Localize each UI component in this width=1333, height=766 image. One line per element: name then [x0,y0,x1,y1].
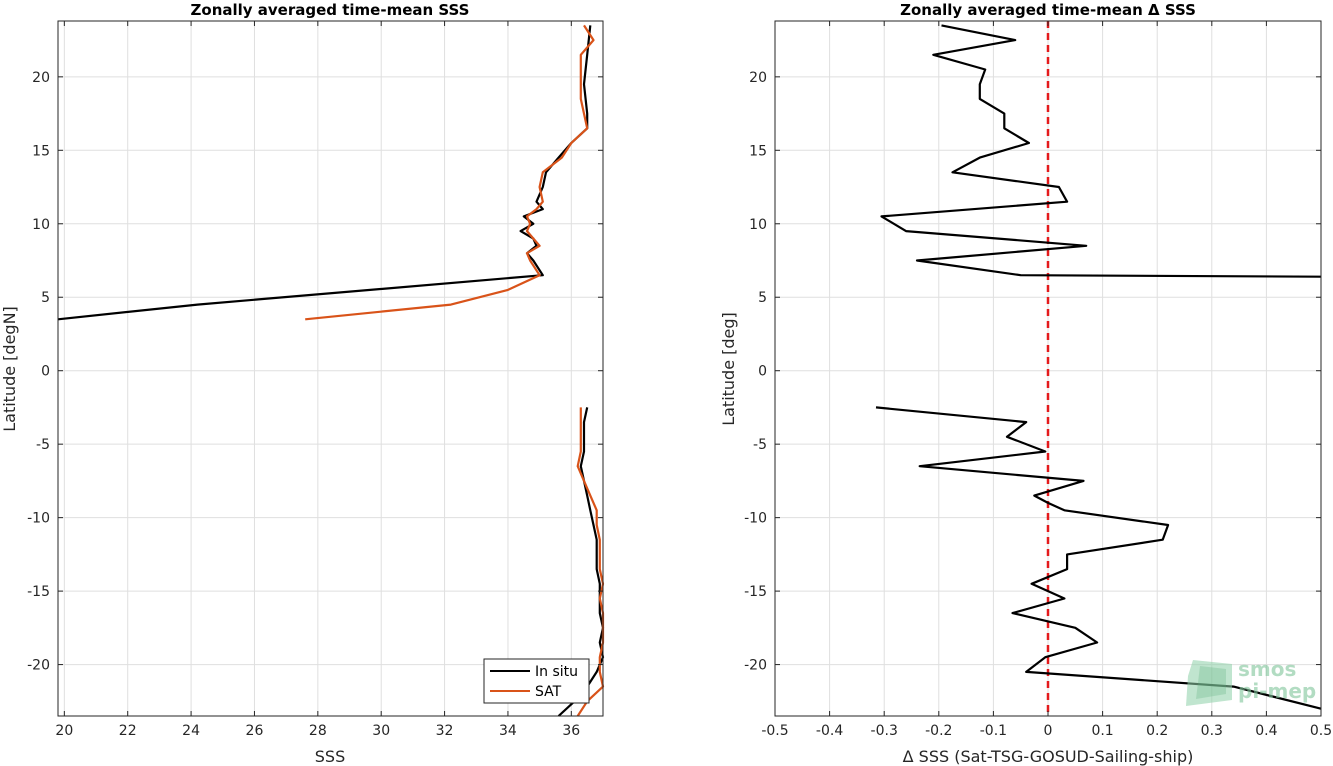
left-xtick-label: 34 [499,723,517,739]
right-ytick-label: 5 [758,290,767,306]
right-xtick-label: 0.2 [1146,723,1168,739]
left-ytick-label: -20 [27,658,50,674]
left-xtick-label: 30 [372,723,390,739]
left-tick-labels: 20 22 24 26 28 30 32 34 36 -20 -15 -10 -5 0 5 10 15 20 [27,21,603,739]
left-ytick-label: -5 [36,437,50,453]
left-plot-area [58,21,603,716]
right-series-delta-line-0 [880,24,1322,278]
right-ytick-label: 0 [758,364,767,380]
right-xtick-label: -0.4 [816,723,843,739]
right-xtick-label: -0.3 [871,723,898,739]
right-ytick-label: 10 [749,217,767,233]
legend-label-in-situ: In situ [535,664,578,680]
right-xtick-label: -0.2 [925,723,952,739]
right-xtick-label: 0.1 [1091,723,1113,739]
right-ytick-label: -5 [753,437,767,453]
logo-text-line1: smos [1238,657,1296,681]
right-series-delta-line-1 [875,406,1322,710]
right-xtick-label: 0 [1044,723,1053,739]
left-xtick-label: 32 [436,723,454,739]
right-ytick-label: -15 [744,584,767,600]
right-xtick-label: -0.5 [761,723,788,739]
left-ytick-label: 5 [41,290,50,306]
left-ytick-label: -10 [27,511,50,527]
left-xtick-label: 24 [182,723,200,739]
legend-label-sat: SAT [535,684,562,700]
left-ytick-label: 0 [41,364,50,380]
right-tick-labels: -0.5 -0.4 -0.3 -0.2 -0.1 0 0.1 0.2 0.3 0.4 0.5 -20 -… [744,21,1332,739]
right-ytick-label: 15 [749,143,767,159]
left-xtick-label: 28 [309,723,327,739]
left-ytick-label: 20 [32,70,50,86]
left-series-in-situ-line-0 [57,25,592,321]
right-series [875,21,1322,716]
left-series-in-situ-line-1 [557,407,605,717]
left-series [57,24,605,717]
left-series-sat-line-1 [576,407,605,717]
right-xtick-label: 0.4 [1255,723,1277,739]
left-xtick-label: 22 [119,723,137,739]
smos-pimep-logo: smos pi-mep [1186,657,1316,706]
left-ytick-label: -15 [27,584,50,600]
right-ytick-label: -20 [744,658,767,674]
logo-mark-shape [1186,660,1232,706]
left-ytick-label: 15 [32,143,50,159]
right-title: Zonally averaged time-mean Δ SSS [900,1,1196,19]
left-xtick-label: 26 [246,723,264,739]
left-title: Zonally averaged time-mean SSS [191,1,470,19]
left-grid [58,21,603,716]
left-axes: 20 22 24 26 28 30 32 34 36 -20 -15 -10 -5 0 5 10 15 20 Zo… [0,1,605,766]
right-ylabel: Latitude [deg] [719,312,738,426]
right-xtick-label: 0.3 [1201,723,1223,739]
right-ytick-label: -10 [744,511,767,527]
left-xtick-label: 36 [562,723,580,739]
left-xtick-label: 20 [55,723,73,739]
right-xtick-label: -0.1 [980,723,1007,739]
legend: In situ SAT [483,658,590,704]
right-ytick-label: 20 [749,70,767,86]
right-xtick-label: 0.5 [1310,723,1332,739]
left-ytick-label: 10 [32,217,50,233]
logo-mark-shape-inner [1196,666,1226,699]
right-xlabel: Δ SSS (Sat-TSG-GOSUD-Sailing-ship) [903,747,1194,766]
right-axes: -0.5 -0.4 -0.3 -0.2 -0.1 0 0.1 0.2 0.3 0.4 0.5 -20 -… [719,1,1332,766]
legend-box [483,658,590,704]
logo-text-line2: pi-mep [1238,679,1316,703]
left-ylabel: Latitude [degN] [0,306,19,432]
left-series-sat-line-0 [305,24,595,321]
left-axes-box [57,20,604,717]
left-xlabel: SSS [315,747,345,766]
